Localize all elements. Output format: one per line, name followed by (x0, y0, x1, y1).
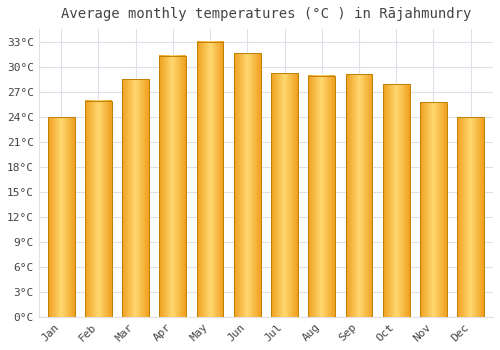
Bar (85, 101, 112, 317)
Bar (48, 118, 74, 317)
Bar (160, 56, 186, 317)
Bar (458, 118, 484, 317)
Bar (122, 79, 149, 317)
Bar (234, 53, 260, 317)
Bar (346, 74, 372, 317)
Bar (271, 73, 298, 317)
Bar (420, 103, 447, 317)
Bar (308, 76, 335, 317)
Bar (196, 42, 224, 317)
Title: Average monthly temperatures (°C ) in Rājahmundry: Average monthly temperatures (°C ) in Rā… (60, 7, 471, 21)
Bar (383, 84, 409, 317)
